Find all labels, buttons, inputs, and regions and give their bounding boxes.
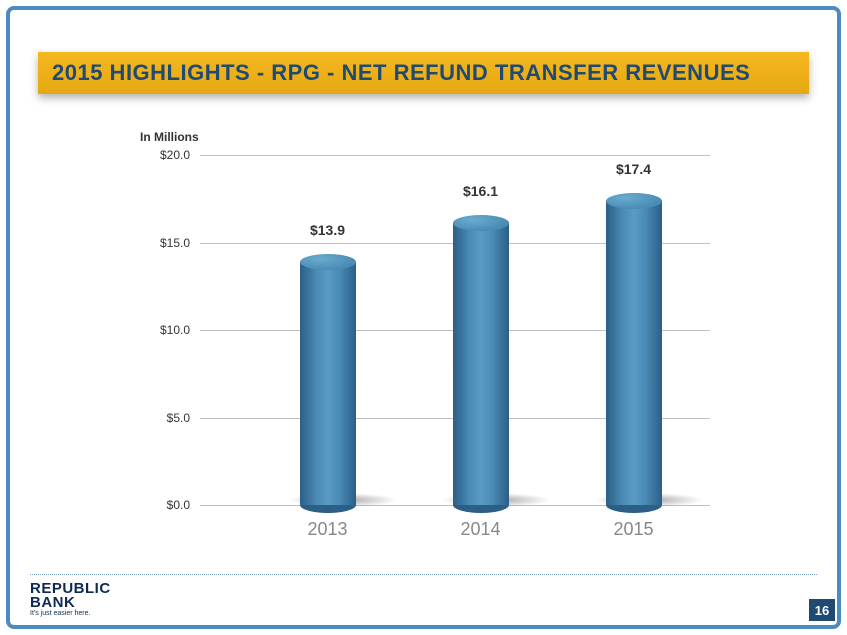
gridline <box>200 155 710 156</box>
revenue-chart: In Millions $0.0$5.0$10.0$15.0$20.0$13.9… <box>130 130 730 540</box>
bar-cap <box>453 215 509 231</box>
bar-value-label: $16.1 <box>463 183 498 199</box>
x-category-label: 2013 <box>268 519 388 540</box>
y-tick-label: $0.0 <box>130 498 190 512</box>
footer-divider <box>30 574 817 575</box>
brand-logo: REPUBLIC BANK It's just easier here. <box>30 582 111 617</box>
logo-line2: BANK <box>30 596 111 610</box>
bar-body <box>300 262 356 505</box>
y-axis-label: In Millions <box>140 130 199 144</box>
y-tick-label: $10.0 <box>130 323 190 337</box>
logo-tagline: It's just easier here. <box>30 610 111 617</box>
bar: $16.1 <box>453 223 509 505</box>
slide-title: 2015 HIGHLIGHTS - RPG - NET REFUND TRANS… <box>52 60 750 86</box>
bar-cap <box>606 193 662 209</box>
bar: $17.4 <box>606 201 662 506</box>
bar: $13.9 <box>300 262 356 505</box>
page-number: 16 <box>809 599 835 621</box>
bar-value-label: $17.4 <box>616 161 651 177</box>
title-bar: 2015 HIGHLIGHTS - RPG - NET REFUND TRANS… <box>38 52 809 94</box>
bar-body <box>453 223 509 505</box>
bar-value-label: $13.9 <box>310 222 345 238</box>
y-tick-label: $20.0 <box>130 148 190 162</box>
bar-body <box>606 201 662 506</box>
y-tick-label: $15.0 <box>130 236 190 250</box>
bar-cap <box>300 254 356 270</box>
x-category-label: 2015 <box>574 519 694 540</box>
x-category-label: 2014 <box>421 519 541 540</box>
plot-area: $0.0$5.0$10.0$15.0$20.0$13.92013$16.1201… <box>200 155 710 505</box>
y-tick-label: $5.0 <box>130 411 190 425</box>
